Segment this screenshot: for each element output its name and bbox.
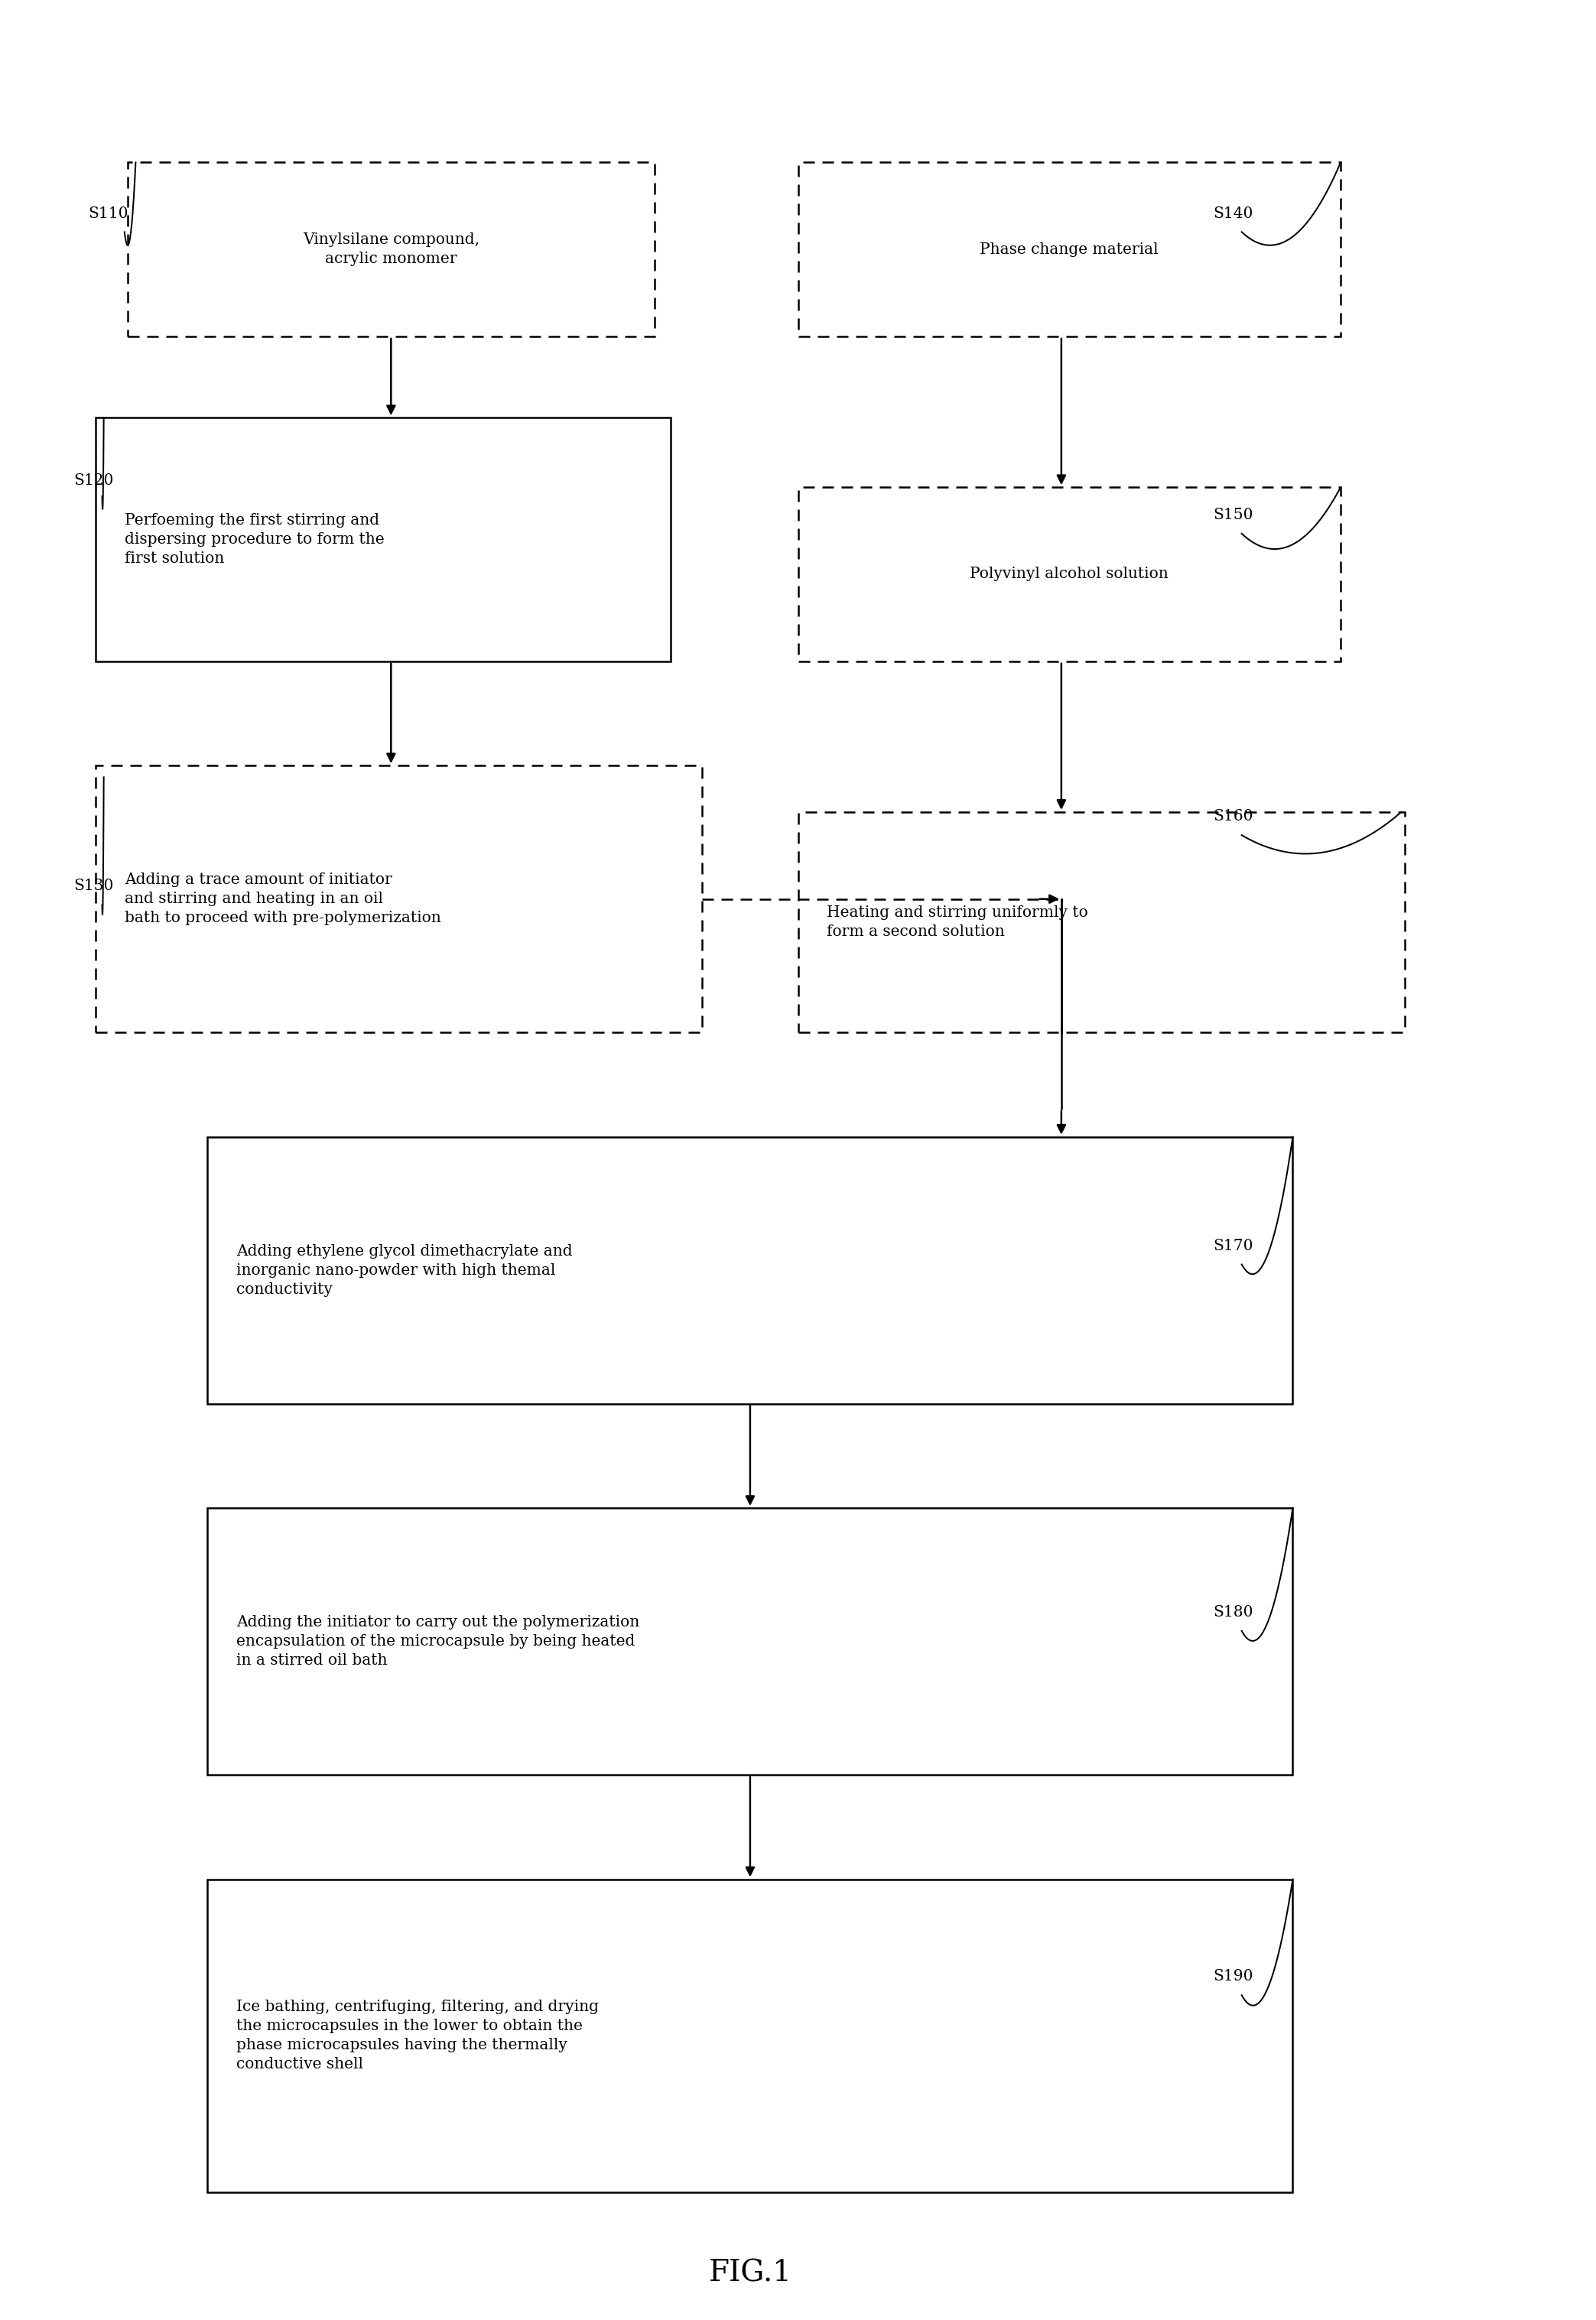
Text: Ice bathing, centrifuging, filtering, and drying
the microcapsules in the lower : Ice bathing, centrifuging, filtering, an…: [236, 2000, 598, 2072]
Bar: [798, 162, 1341, 336]
Text: Polyvinyl alcohol solution: Polyvinyl alcohol solution: [970, 566, 1168, 582]
Text: S150: S150: [1213, 508, 1253, 522]
Text: Vinylsilane compound,
acrylic monomer: Vinylsilane compound, acrylic monomer: [303, 232, 479, 267]
Text: Adding a trace amount of initiator
and stirring and heating in an oil
bath to pr: Adding a trace amount of initiator and s…: [124, 872, 440, 926]
Text: S190: S190: [1213, 1970, 1253, 1984]
Bar: [207, 1508, 1293, 1775]
Bar: [798, 487, 1341, 661]
Bar: [96, 766, 702, 1032]
Text: S180: S180: [1213, 1605, 1253, 1619]
Text: Perfoeming the first stirring and
dispersing procedure to form the
first solutio: Perfoeming the first stirring and disper…: [124, 513, 385, 566]
Text: FIG.1: FIG.1: [709, 2260, 792, 2288]
Bar: [798, 812, 1404, 1032]
Bar: [128, 162, 654, 336]
Text: S110: S110: [88, 206, 128, 220]
Text: S130: S130: [73, 879, 113, 893]
Text: S160: S160: [1213, 810, 1253, 824]
Bar: [207, 1137, 1293, 1404]
Text: Adding ethylene glycol dimethacrylate and
inorganic nano-powder with high themal: Adding ethylene glycol dimethacrylate an…: [236, 1244, 573, 1297]
Text: S170: S170: [1213, 1239, 1253, 1253]
Bar: [96, 418, 670, 661]
Text: Phase change material: Phase change material: [980, 241, 1159, 258]
Bar: [207, 1879, 1293, 2192]
Text: Heating and stirring uniformly to
form a second solution: Heating and stirring uniformly to form a…: [827, 905, 1088, 940]
Text: S140: S140: [1213, 206, 1253, 220]
Text: S120: S120: [73, 473, 113, 487]
Text: Adding the initiator to carry out the polymerization
encapsulation of the microc: Adding the initiator to carry out the po…: [236, 1615, 640, 1668]
